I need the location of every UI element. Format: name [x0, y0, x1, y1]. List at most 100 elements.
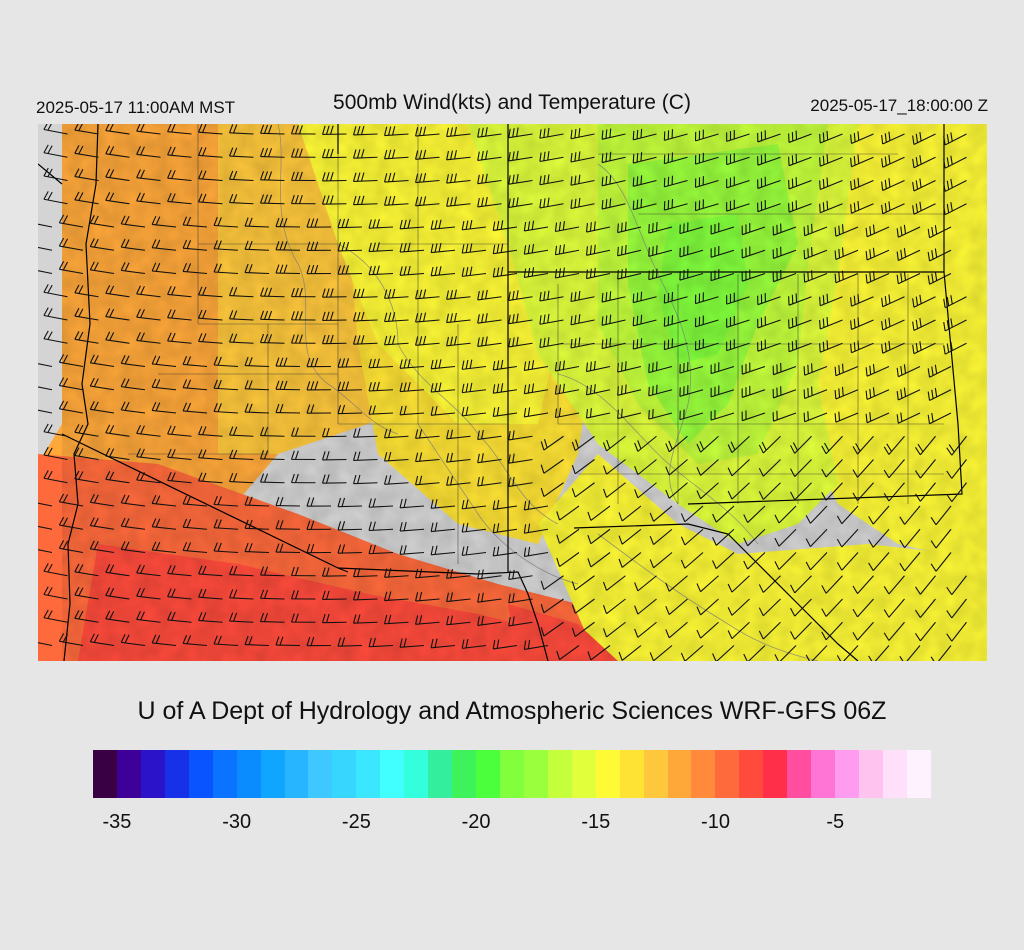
wind-barb: [772, 386, 797, 399]
wind-barb: [290, 566, 316, 577]
wind-barb: [259, 147, 285, 158]
wind-barb: [120, 215, 146, 228]
map-canvas: [38, 124, 987, 661]
wind-barb: [865, 412, 890, 424]
wind-barb: [852, 575, 874, 595]
wind-barb: [850, 154, 874, 168]
wind-barb: [213, 379, 239, 391]
wind-barb: [930, 645, 952, 661]
wind-barb: [461, 382, 487, 394]
wind-barb: [151, 401, 177, 414]
wind-barb: [229, 589, 254, 600]
wind-barb: [337, 497, 363, 508]
temperature-colorbar: [93, 750, 931, 798]
wind-barb: [213, 495, 239, 507]
wind-barb: [539, 151, 564, 163]
wind-barb: [943, 318, 967, 332]
wind-barb: [384, 288, 409, 299]
wind-barb: [399, 638, 425, 648]
wind-barb: [275, 264, 301, 275]
wind-barb: [136, 192, 161, 205]
wind-barb: [182, 518, 208, 530]
wind-barb: [58, 237, 84, 251]
wind-barb: [679, 361, 704, 374]
wind-barb: [259, 589, 285, 600]
wind-barb: [151, 262, 177, 275]
wind-barb: [229, 612, 254, 623]
wind-barb: [680, 505, 704, 523]
wind-barb: [167, 425, 192, 437]
wind-barb: [461, 219, 487, 231]
wind-barb: [477, 569, 502, 580]
wind-barb: [914, 435, 936, 456]
wind-barb: [352, 149, 378, 159]
wind-barb: [601, 337, 626, 350]
colorbar-swatch: [428, 750, 453, 798]
wind-barb: [58, 540, 84, 554]
wind-barb: [229, 426, 254, 437]
wind-barb: [182, 239, 208, 251]
wind-barb: [290, 450, 316, 461]
wind-barb: [757, 176, 781, 189]
wind-barb: [694, 292, 719, 305]
wind-barb: [446, 173, 471, 184]
wind-barb: [554, 383, 580, 395]
wind-barb: [774, 552, 797, 570]
wind-barb: [213, 402, 239, 414]
wind-barb: [680, 528, 704, 546]
wind-barb: [244, 519, 270, 530]
wind-barb: [38, 363, 53, 368]
wind-barb: [679, 222, 704, 235]
wind-barb: [743, 645, 766, 661]
boundary-tx-ok: [573, 523, 859, 661]
wind-barb: [415, 196, 440, 207]
wind-barb: [617, 361, 642, 373]
wind-barb: [523, 546, 549, 558]
wind-barb: [337, 218, 363, 229]
wind-barb: [352, 335, 378, 345]
wind-barb: [182, 634, 208, 647]
wind-barb: [368, 242, 394, 253]
colorbar-swatch: [787, 750, 812, 798]
wind-barb: [663, 198, 688, 211]
wind-barb: [38, 525, 53, 530]
wind-barb: [321, 334, 347, 345]
wind-barb: [743, 505, 766, 523]
wind-barb: [727, 575, 750, 593]
wind-barb: [679, 245, 704, 258]
wind-barb: [788, 130, 812, 143]
wind-barb: [868, 552, 890, 571]
wind-barb: [649, 645, 673, 661]
wind-barb: [275, 543, 301, 554]
wind-barb: [726, 339, 750, 352]
wind-barb: [946, 621, 967, 642]
wind-barb: [290, 171, 316, 182]
wind-barb: [881, 178, 905, 191]
wind-barb: [790, 575, 812, 594]
wind-barb: [927, 412, 952, 425]
wind-barb: [275, 496, 301, 507]
wind-barb: [834, 270, 859, 284]
contour-line: [417, 423, 579, 585]
wind-barb: [805, 528, 828, 547]
wind-barb: [523, 267, 549, 279]
wind-barb: [244, 403, 270, 414]
wind-barb: [899, 528, 921, 549]
wind-barb: [852, 482, 874, 502]
wind-barb: [741, 410, 766, 422]
wind-barb: [946, 435, 967, 456]
wind-barb: [229, 565, 254, 577]
wind-barb: [602, 575, 626, 591]
wind-barb: [430, 406, 456, 416]
wind-barb: [540, 575, 564, 591]
wind-barb: [834, 386, 859, 400]
wind-barb: [399, 219, 425, 230]
wind-barb: [74, 447, 99, 461]
wind-barb: [167, 309, 192, 321]
wind-barb: [821, 621, 843, 641]
wind-barb: [213, 635, 239, 647]
wind-barb: [368, 381, 394, 392]
wind-barb: [198, 611, 223, 623]
wind-barb: [477, 453, 502, 464]
temp-band-se-yellow: [538, 454, 987, 661]
